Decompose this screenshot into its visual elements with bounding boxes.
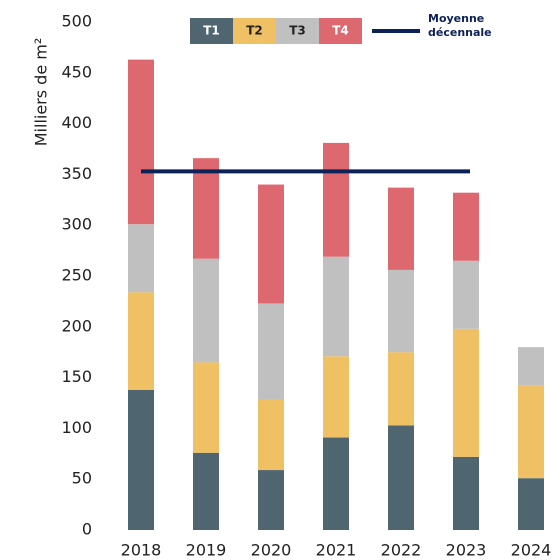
x-tick-label: 2022 [381, 541, 422, 560]
legend-swatch [319, 18, 362, 44]
x-tick-label: 2021 [316, 541, 357, 560]
y-tick-label: 450 [61, 62, 92, 81]
legend-swatch [190, 18, 233, 44]
bar-segment [258, 184, 284, 304]
legend-label: T4 [332, 24, 349, 38]
legend-label: T2 [246, 24, 263, 38]
y-tick-label: 400 [61, 113, 92, 132]
bar-segment [453, 456, 479, 530]
bar-segment [518, 385, 544, 479]
y-tick-label: 300 [61, 215, 92, 234]
bar-segment [453, 260, 479, 329]
y-tick-label: 500 [61, 12, 92, 31]
bar-segment [128, 224, 154, 293]
x-tick-label: 2019 [186, 541, 227, 560]
bar-segment [388, 187, 414, 270]
y-tick-label: 0 [82, 520, 92, 539]
y-tick-label: 50 [72, 469, 92, 488]
bar-segment [258, 303, 284, 400]
y-axis-label: Milliers de m² [32, 38, 51, 147]
y-tick-label: 350 [61, 164, 92, 183]
bar-segment [128, 292, 154, 390]
legend-label: T3 [289, 24, 306, 38]
bar-segment [453, 192, 479, 261]
legend-swatch [233, 18, 276, 44]
bar-segment [193, 158, 219, 259]
bar-segment [388, 425, 414, 530]
x-tick-label: 2018 [121, 541, 162, 560]
bar-segment [128, 389, 154, 530]
bar-segment [323, 437, 349, 530]
bar-segment [388, 352, 414, 426]
y-tick-label: 150 [61, 367, 92, 386]
y-tick-label: 200 [61, 316, 92, 335]
bar-segment [258, 399, 284, 471]
bar-segment [453, 328, 479, 457]
bar-segment [388, 269, 414, 353]
legend-label: T1 [203, 24, 220, 38]
x-tick-label: 2023 [446, 541, 487, 560]
bar-segment [128, 59, 154, 225]
x-tick-label: 2024 [511, 541, 552, 560]
bar-segment [258, 470, 284, 530]
legend-swatch [276, 18, 319, 44]
y-tick-label: 100 [61, 418, 92, 437]
bar-segment [323, 142, 349, 257]
legend-label: Moyenne décennale [428, 12, 492, 39]
bar-segment [193, 258, 219, 363]
bar-segment [323, 256, 349, 357]
bar-segment [518, 478, 544, 530]
bar-segment [193, 452, 219, 530]
bar-segment [193, 362, 219, 453]
y-tick-label: 250 [61, 266, 92, 285]
bar-segment [323, 356, 349, 438]
bar-segment [518, 347, 544, 386]
x-tick-label: 2020 [251, 541, 292, 560]
